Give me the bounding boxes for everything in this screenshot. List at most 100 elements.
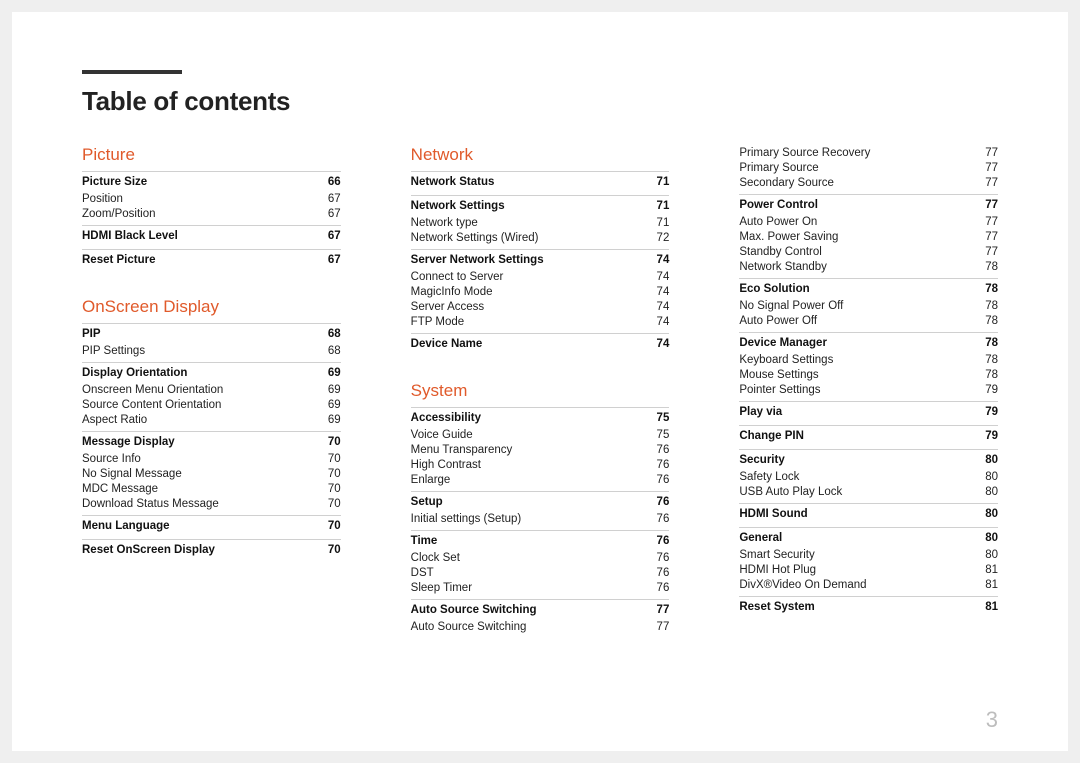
toc-group-page: 80 [985,532,998,544]
toc-item[interactable]: PIP Settings68 [82,343,341,358]
toc-group-page: 71 [657,176,670,188]
toc-item-label: Network Standby [739,261,827,273]
toc-item-page: 80 [985,486,998,498]
toc-item-page: 75 [657,429,670,441]
toc-group-page: 78 [985,337,998,349]
toc-item[interactable]: Enlarge76 [411,472,670,487]
toc-group-title: Network Status [411,176,495,188]
toc-item[interactable]: Source Content Orientation69 [82,397,341,412]
toc-item[interactable]: Menu Transparency76 [411,442,670,457]
toc-group-head[interactable]: Display Orientation69 [82,362,341,382]
toc-item[interactable]: MDC Message70 [82,481,341,496]
toc-group-head[interactable]: Power Control77 [739,194,998,214]
toc-item-label: Connect to Server [411,271,504,283]
toc-group-title: HDMI Sound [739,508,807,520]
toc-item[interactable]: Voice Guide75 [411,427,670,442]
toc-group-head[interactable]: Server Network Settings74 [411,249,670,269]
section-title: Picture [82,145,341,165]
toc-item-label: FTP Mode [411,316,464,328]
toc-group-head[interactable]: Accessibility75 [411,407,670,427]
toc-item[interactable]: Connect to Server74 [411,269,670,284]
toc-item-label: HDMI Hot Plug [739,564,816,576]
toc-item-page: 76 [657,552,670,564]
toc-group-head[interactable]: Security80 [739,449,998,469]
toc-item[interactable]: Network type71 [411,215,670,230]
toc-group-title: Picture Size [82,176,147,188]
toc-group-head[interactable]: Reset OnScreen Display70 [82,539,341,559]
toc-group-head[interactable]: Reset System81 [739,596,998,616]
toc-group-head[interactable]: Setup76 [411,491,670,511]
toc-item[interactable]: Secondary Source77 [739,175,998,190]
toc-group-head[interactable]: Device Name74 [411,333,670,353]
toc-item[interactable]: Sleep Timer76 [411,580,670,595]
toc-item[interactable]: Keyboard Settings78 [739,352,998,367]
toc-item-page: 77 [657,621,670,633]
toc-item-label: Download Status Message [82,498,219,510]
toc-item[interactable]: Network Settings (Wired)72 [411,230,670,245]
toc-item[interactable]: No Signal Power Off78 [739,298,998,313]
toc-item-label: Server Access [411,301,485,313]
toc-item-page: 78 [985,354,998,366]
toc-group-head[interactable]: General80 [739,527,998,547]
toc-item-page: 77 [985,231,998,243]
toc-group-head[interactable]: Time76 [411,530,670,550]
toc-group-title: Setup [411,496,443,508]
toc-item[interactable]: Download Status Message70 [82,496,341,511]
toc-item[interactable]: DST76 [411,565,670,580]
toc-group-head[interactable]: Device Manager78 [739,332,998,352]
toc-item[interactable]: Safety Lock80 [739,469,998,484]
toc-item[interactable]: Initial settings (Setup)76 [411,511,670,526]
toc-group-title: Device Name [411,338,483,350]
toc-group-page: 77 [985,199,998,211]
toc-group-head[interactable]: HDMI Black Level67 [82,225,341,245]
toc-item-label: High Contrast [411,459,481,471]
toc-item[interactable]: Auto Source Switching77 [411,619,670,634]
toc-item[interactable]: No Signal Message70 [82,466,341,481]
toc-item[interactable]: Position67 [82,191,341,206]
toc-item[interactable]: Max. Power Saving77 [739,229,998,244]
toc-group-head[interactable]: Play via79 [739,401,998,421]
toc-item[interactable]: Mouse Settings78 [739,367,998,382]
toc-group-page: 67 [328,254,341,266]
toc-item[interactable]: Smart Security80 [739,547,998,562]
toc-group-head[interactable]: PIP68 [82,323,341,343]
toc-item[interactable]: Network Standby78 [739,259,998,274]
toc-item[interactable]: High Contrast 76 [411,457,670,472]
toc-group-head[interactable]: Change PIN79 [739,425,998,445]
toc-item-label: Secondary Source [739,177,834,189]
toc-item[interactable]: Server Access74 [411,299,670,314]
toc-item[interactable]: Auto Power On77 [739,214,998,229]
toc-group-page: 66 [328,176,341,188]
toc-item[interactable]: Source Info70 [82,451,341,466]
toc-group-head[interactable]: Eco Solution78 [739,278,998,298]
toc-item[interactable]: DivX®Video On Demand81 [739,577,998,592]
toc-item[interactable]: Aspect Ratio69 [82,412,341,427]
toc-item[interactable]: Onscreen Menu Orientation69 [82,382,341,397]
toc-group-head[interactable]: Network Status 71 [411,171,670,191]
toc-item[interactable]: Zoom/Position67 [82,206,341,221]
toc-item-page: 76 [657,459,670,471]
toc-group-title: Reset Picture [82,254,156,266]
toc-item[interactable]: Clock Set76 [411,550,670,565]
toc-group-page: 70 [328,436,341,448]
toc-item[interactable]: MagicInfo Mode74 [411,284,670,299]
column: Primary Source Recovery77Primary Source7… [739,145,998,638]
toc-group-head[interactable]: Reset Picture 67 [82,249,341,269]
toc-group-head[interactable]: Message Display70 [82,431,341,451]
toc-item[interactable]: HDMI Hot Plug81 [739,562,998,577]
toc-group-page: 74 [657,254,670,266]
toc-group-head[interactable]: Picture Size 66 [82,171,341,191]
toc-item[interactable]: Pointer Settings79 [739,382,998,397]
toc-item-page: 80 [985,549,998,561]
toc-item[interactable]: Auto Power Off78 [739,313,998,328]
toc-group-head[interactable]: HDMI Sound80 [739,503,998,523]
toc-item-label: Network type [411,217,478,229]
toc-item[interactable]: Primary Source Recovery77 [739,145,998,160]
toc-item[interactable]: FTP Mode74 [411,314,670,329]
toc-group-head[interactable]: Network Settings71 [411,195,670,215]
toc-item[interactable]: USB Auto Play Lock80 [739,484,998,499]
toc-item[interactable]: Primary Source77 [739,160,998,175]
toc-group-head[interactable]: Auto Source Switching77 [411,599,670,619]
toc-group-head[interactable]: Menu Language70 [82,515,341,535]
toc-item[interactable]: Standby Control77 [739,244,998,259]
